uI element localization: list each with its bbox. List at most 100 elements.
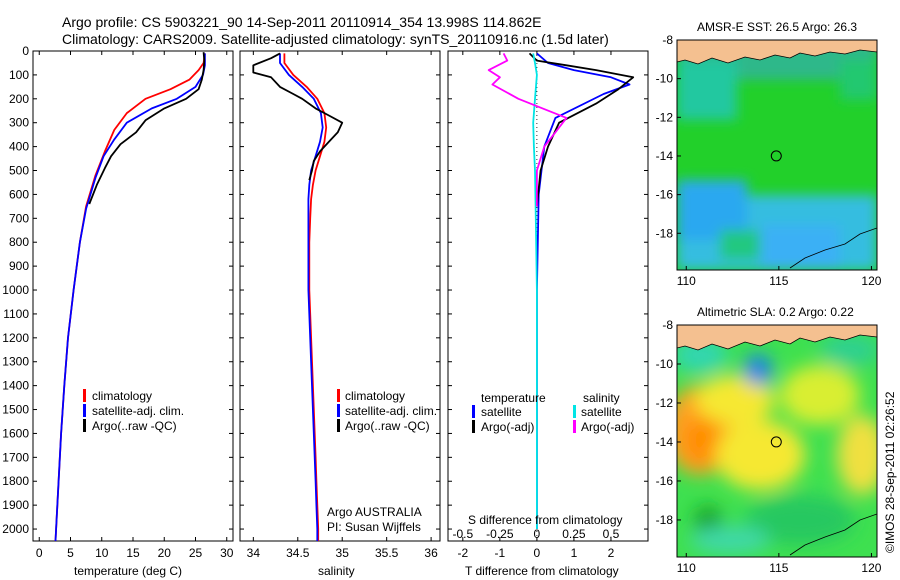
sla-map-title: Altimetric SLA: 0.2 Argo: 0.22 [697, 305, 854, 319]
salinity-difference-tick-label: -0.5 [452, 527, 473, 541]
salinity-x-axis-label: salinity [318, 564, 355, 578]
map-y-tick-label: -8 [662, 33, 673, 47]
legend-marker-climatology [83, 389, 86, 402]
figure-title-line1: Argo profile: CS 5903221_90 14-Sep-2011 … [62, 14, 542, 30]
sst-coastline [789, 227, 877, 269]
legend-label-argo-temperature: Argo(-adj) [481, 420, 534, 434]
map-x-tick-label: 120 [861, 561, 881, 575]
y-tick-label: 900 [9, 259, 29, 273]
sst-profile-location-marker [770, 150, 782, 162]
x-tick-label: 15 [126, 546, 140, 560]
sla-map-ticks: 110 115 120 -8 -10 -12 -14 -16 -18 [656, 318, 882, 575]
y-tick-label: 700 [9, 211, 29, 225]
sst-heatmap [677, 40, 877, 270]
y-tick-label: 300 [9, 116, 29, 130]
sla-land-mass [677, 325, 877, 351]
series-line-satellite-adj-clim [54, 53, 206, 542]
map-x-tick-label: 120 [861, 274, 881, 288]
difference-x-axis-label: T difference from climatology [465, 564, 619, 578]
salinity-difference-tick-label: 0.5 [603, 527, 620, 541]
map-y-tick-label: -12 [656, 110, 674, 124]
x-tick-label: 35 [336, 546, 350, 560]
x-tick-label: 1 [571, 546, 578, 560]
y-tick-label: 600 [9, 187, 29, 201]
legend-marker-argo [83, 419, 86, 432]
series-line-satellite-salinity [532, 53, 538, 529]
x-tick-label: 2 [608, 546, 615, 560]
x-tick-label: 10 [95, 546, 109, 560]
series-line-argo-raw-qc [88, 52, 206, 205]
map-x-tick-label: 110 [677, 274, 696, 288]
sla-coastline [789, 513, 877, 556]
legend-label-argo: Argo(..raw -QC) [92, 419, 177, 433]
y-tick-label: 1900 [2, 498, 29, 512]
map-y-tick-label: -16 [656, 188, 674, 202]
y-tick-label: 200 [9, 92, 29, 106]
y-tick-label: 1800 [2, 474, 29, 488]
legend-marker-satellite [83, 404, 86, 417]
map-y-tick-label: -12 [656, 396, 674, 410]
salinity-plot-frame [239, 50, 441, 542]
difference-plot-frame [447, 50, 649, 542]
legend-marker-satellite-salinity [573, 405, 576, 418]
salinity-difference-label: S difference from climatology [468, 513, 623, 527]
difference-x-ticks: -2 -1 0 1 2 [457, 51, 615, 560]
x-tick-label: -1 [495, 546, 506, 560]
sst-map-ticks: 110 115 120 -8 -10 -12 -14 -16 -18 [656, 33, 882, 288]
series-line-argo-adj [528, 52, 635, 207]
temperature-profile-lines [54, 52, 206, 542]
legend-header-salinity: salinity [583, 391, 620, 405]
legend-marker-argo-temperature [472, 420, 475, 433]
legend-marker-argo-salinity [573, 420, 576, 433]
argo-program-annotation: Argo AUSTRALIA [327, 505, 422, 519]
sla-map-frame [676, 324, 878, 558]
y-tick-label: 0 [22, 44, 29, 58]
map-y-tick-label: -14 [656, 149, 674, 163]
salinity-x-ticks: 34 34.5 35 35.5 36 [247, 51, 438, 560]
x-tick-label: 5 [67, 546, 74, 560]
map-y-tick-label: -10 [656, 72, 674, 86]
legend-label-climatology: climatology [92, 389, 152, 403]
series-line-argo-adj-salinity [487, 52, 568, 207]
y-tick-label: 400 [9, 140, 29, 154]
salinity-y-ticks [240, 50, 440, 530]
legend-label-argo-salinity: Argo(-adj) [581, 420, 634, 434]
depth-y-ticks: 0 100 200 300 400 500 600 700 800 900 1000 1100 1200… [2, 44, 233, 536]
y-tick-label: 1500 [2, 403, 29, 417]
salinity-profile-lines [252, 52, 344, 541]
difference-y-ticks [448, 50, 648, 530]
x-tick-label: 25 [189, 546, 203, 560]
map-x-tick-label: 115 [769, 274, 788, 288]
map-y-tick-label: -18 [656, 226, 674, 240]
y-tick-label: 1400 [2, 379, 29, 393]
legend-header-temperature: temperature [481, 391, 546, 405]
difference-profile-lines [487, 52, 635, 529]
legend-label-satellite: satellite-adj. clim. [345, 404, 437, 418]
legend-marker-satellite [337, 404, 340, 417]
sst-map-title: AMSR-E SST: 26.5 Argo: 26.3 [697, 20, 857, 34]
map-y-tick-label: -8 [662, 318, 673, 332]
x-tick-label: 0 [534, 546, 541, 560]
sla-heatmap [677, 325, 877, 557]
legend-marker-argo [337, 419, 340, 432]
y-tick-label: 500 [9, 164, 29, 178]
temperature-x-axis-label: temperature (deg C) [74, 564, 182, 578]
legend-label-argo: Argo(..raw -QC) [345, 419, 430, 433]
y-tick-label: 2000 [2, 522, 29, 536]
y-tick-label: 1600 [2, 426, 29, 440]
salinity-legend: climatology satellite-adj. clim. Argo(..… [337, 389, 437, 433]
y-tick-label: 1100 [3, 307, 29, 321]
series-line-satellite-adj-clim [279, 53, 324, 541]
pi-annotation: PI: Susan Wijffels [327, 520, 421, 534]
figure-title-line2: Climatology: CARS2009. Satellite-adjuste… [62, 31, 609, 47]
legend-marker-satellite-temperature [472, 405, 475, 418]
salinity-difference-ticks: -0.5 -0.25 0 0.25 0.5 [452, 527, 619, 541]
x-tick-label: -2 [457, 546, 468, 560]
legend-label-satellite: satellite-adj. clim. [92, 404, 184, 418]
map-x-tick-label: 110 [677, 561, 696, 575]
x-tick-label: 30 [220, 546, 234, 560]
salinity-difference-tick-label: 0 [534, 527, 541, 541]
sla-profile-location-marker [770, 436, 782, 448]
x-tick-label: 35.5 [375, 546, 399, 560]
